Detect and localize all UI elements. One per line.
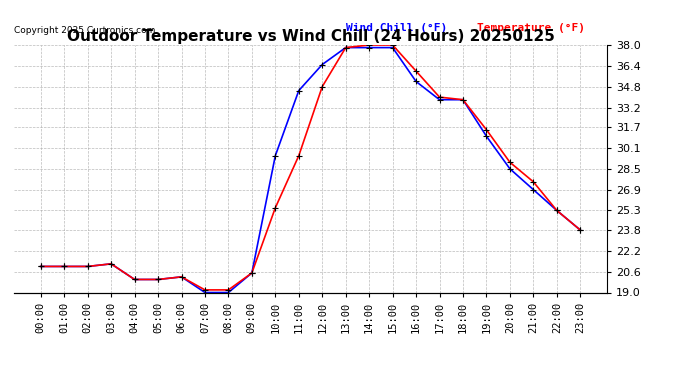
Text: Copyright 2025 Curtronics.com: Copyright 2025 Curtronics.com xyxy=(14,26,155,35)
Text: Temperature (°F): Temperature (°F) xyxy=(477,23,584,33)
Text: Wind Chill (°F): Wind Chill (°F) xyxy=(346,23,447,33)
Title: Outdoor Temperature vs Wind Chill (24 Hours) 20250125: Outdoor Temperature vs Wind Chill (24 Ho… xyxy=(66,29,555,44)
